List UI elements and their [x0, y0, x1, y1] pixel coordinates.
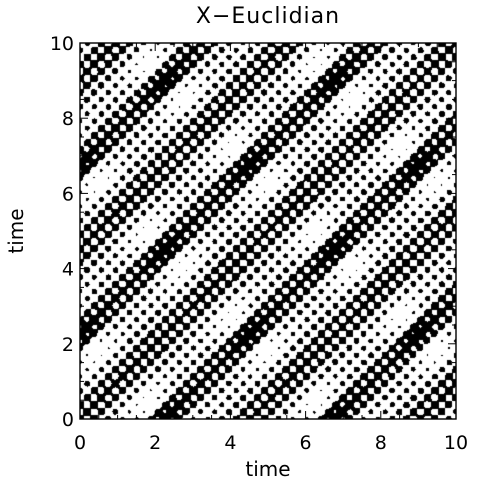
x-tick-label: 0 [74, 432, 86, 454]
y-tick-label: 6 [62, 183, 74, 205]
y-tick-label: 4 [62, 259, 74, 281]
y-axis-label: time [4, 208, 28, 254]
x-tick-label: 2 [149, 432, 161, 454]
y-tick-label: 8 [62, 108, 74, 130]
axis-ticks: 0 2 4 6 8 10 0 2 4 6 8 10 [50, 33, 468, 454]
x-tick-label: 10 [444, 432, 468, 454]
x-tick-label: 4 [224, 432, 236, 454]
x-axis-label: time [245, 457, 291, 481]
y-tick-label: 0 [62, 409, 74, 431]
x-tick-label: 8 [375, 432, 387, 454]
x-tick-label: 6 [300, 432, 312, 454]
y-tick-label: 10 [50, 33, 74, 55]
y-tick-label: 2 [62, 334, 74, 356]
chart-title: X−Euclidian [195, 4, 341, 29]
heatmap-image [80, 43, 456, 419]
